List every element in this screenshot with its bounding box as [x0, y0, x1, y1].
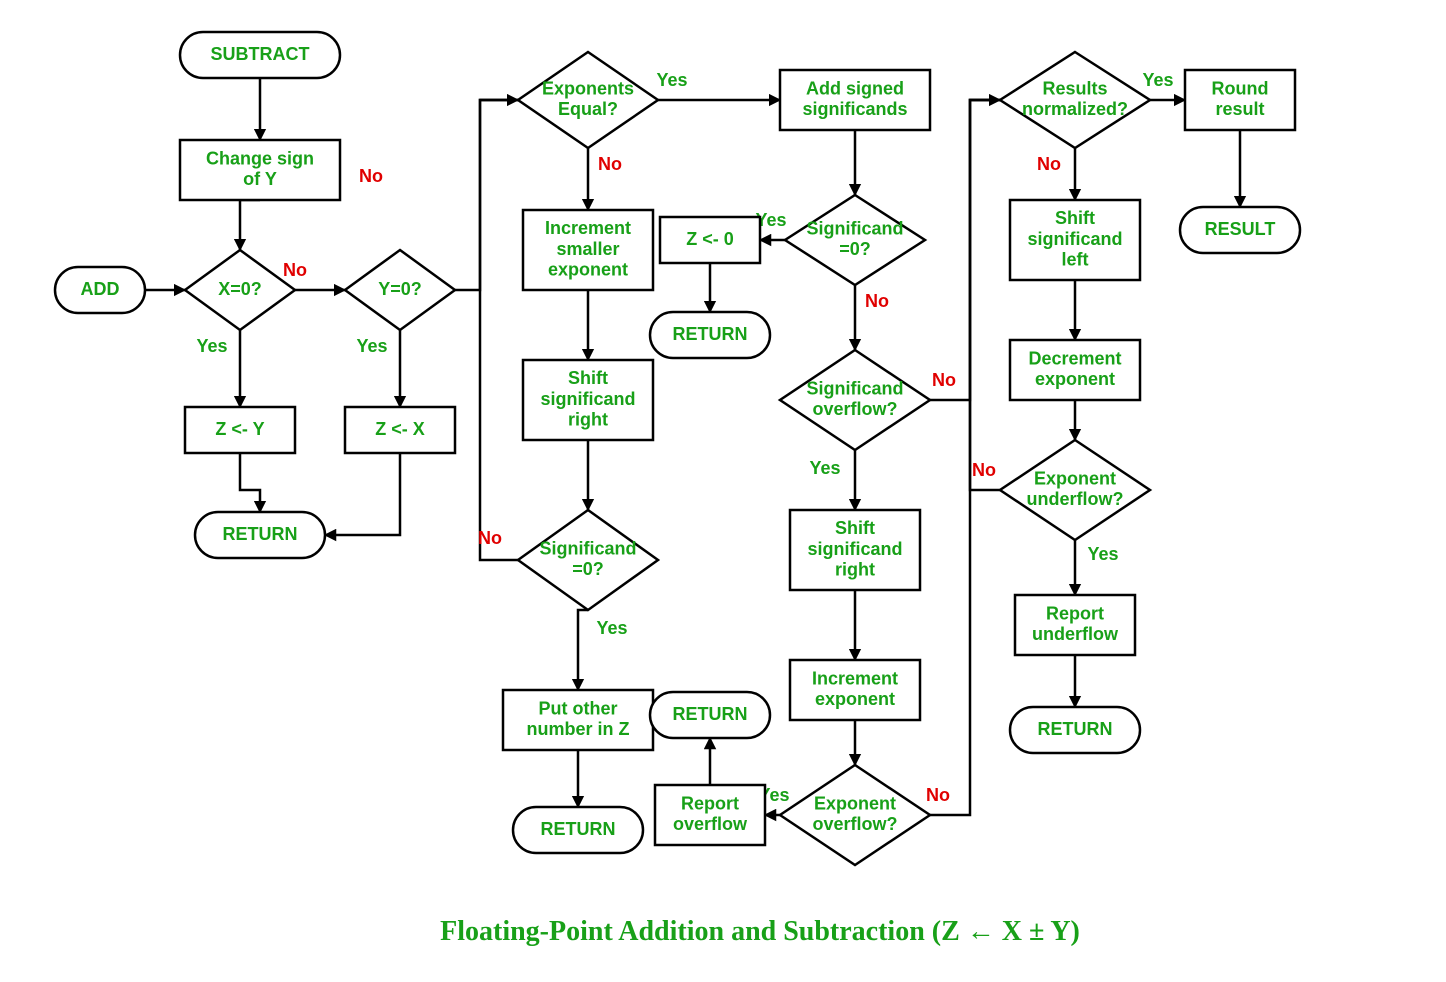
node-label: underflow?	[1027, 489, 1124, 509]
edge-label: No	[972, 460, 996, 480]
node-subtract: SUBTRACT	[180, 32, 340, 78]
edge-label: Yes	[656, 70, 687, 90]
node-label: Round	[1212, 78, 1269, 98]
node-label: RETURN	[673, 704, 748, 724]
edge-label: No	[1037, 154, 1061, 174]
node-label: underflow	[1032, 624, 1119, 644]
node-label: Z <- 0	[686, 229, 734, 249]
node-putOtherInZ: Put othernumber in Z	[503, 690, 653, 750]
node-shiftRight1: Shiftsignificandright	[523, 360, 653, 440]
node-label: Shift	[1055, 208, 1095, 228]
node-result: RESULT	[1180, 207, 1300, 253]
flowchart-canvas: NoYesYesNoYesNoNoYesYesNoYesNoYesNoYesNo…	[0, 0, 1446, 982]
edge-label: Yes	[356, 336, 387, 356]
node-label: exponent	[815, 689, 895, 709]
node-label: overflow?	[812, 814, 897, 834]
node-label: Shift	[568, 368, 608, 388]
node-label: Equal?	[558, 99, 618, 119]
node-label: RETURN	[223, 524, 298, 544]
node-label: ADD	[81, 279, 120, 299]
node-label: Report	[1046, 603, 1104, 623]
node-zGetsY: Z <- Y	[185, 407, 295, 453]
edge-label: No	[283, 260, 307, 280]
node-zGets0: Z <- 0	[660, 217, 760, 263]
node-label: normalized?	[1022, 99, 1128, 119]
node-label: left	[1062, 249, 1089, 269]
edge-label: No	[926, 785, 950, 805]
node-label: significand	[1027, 229, 1122, 249]
node-return5: RETURN	[1010, 707, 1140, 753]
node-zGetsX: Z <- X	[345, 407, 455, 453]
node-label: Y=0?	[378, 279, 422, 299]
edge-label: No	[478, 528, 502, 548]
edge-label: Yes	[1087, 544, 1118, 564]
node-label: RESULT	[1205, 219, 1276, 239]
node-label: significands	[802, 99, 907, 119]
edge-label: No	[865, 291, 889, 311]
node-label: Shift	[835, 518, 875, 538]
node-label: result	[1215, 99, 1264, 119]
node-reportOverflow: Reportoverflow	[655, 785, 765, 845]
node-label: of Y	[243, 169, 277, 189]
node-label: RETURN	[541, 819, 616, 839]
node-label: Exponent	[1034, 468, 1116, 488]
edge-label: Yes	[1142, 70, 1173, 90]
node-label: significand	[807, 539, 902, 559]
node-add: ADD	[55, 267, 145, 313]
edge-label: Yes	[196, 336, 227, 356]
node-label: Change sign	[206, 148, 314, 168]
node-label: Significand	[806, 218, 903, 238]
edge-label: No	[932, 370, 956, 390]
node-label: Exponents	[542, 78, 634, 98]
node-label: exponent	[1035, 369, 1115, 389]
node-return2: RETURN	[513, 807, 643, 853]
node-label: =0?	[572, 559, 604, 579]
node-label: Add signed	[806, 78, 904, 98]
node-label: Significand	[539, 538, 636, 558]
node-shiftRight2: Shiftsignificandright	[790, 510, 920, 590]
node-incSmallerExp: Incrementsmallerexponent	[523, 210, 653, 290]
node-label: Exponent	[814, 793, 896, 813]
node-label: RETURN	[673, 324, 748, 344]
node-label: smaller	[556, 239, 619, 259]
node-roundResult: Roundresult	[1185, 70, 1295, 130]
node-label: overflow	[673, 814, 748, 834]
edge-label: No	[359, 166, 383, 186]
node-decExp: Decrementexponent	[1010, 340, 1140, 400]
node-label: right	[568, 409, 608, 429]
node-reportUnderflow: Reportunderflow	[1015, 595, 1135, 655]
edge-label: Yes	[596, 618, 627, 638]
node-incExp: Incrementexponent	[790, 660, 920, 720]
node-label: RETURN	[1038, 719, 1113, 739]
node-shiftLeft: Shiftsignificandleft	[1010, 200, 1140, 280]
node-return4: RETURN	[650, 692, 770, 738]
node-label: number in Z	[527, 719, 630, 739]
node-label: =0?	[839, 239, 871, 259]
node-label: SUBTRACT	[211, 44, 310, 64]
node-label: significand	[540, 389, 635, 409]
node-label: Put other	[539, 698, 618, 718]
node-label: exponent	[548, 259, 628, 279]
node-label: Significand	[806, 378, 903, 398]
node-return1: RETURN	[195, 512, 325, 558]
node-changeSignY: Change signof Y	[180, 140, 340, 200]
node-addSignedSig: Add signedsignificands	[780, 70, 930, 130]
node-label: Z <- X	[375, 419, 425, 439]
node-label: overflow?	[812, 399, 897, 419]
node-label: Decrement	[1028, 348, 1121, 368]
edge-label: No	[598, 154, 622, 174]
node-return3: RETURN	[650, 312, 770, 358]
edge-label: Yes	[809, 458, 840, 478]
node-label: Z <- Y	[215, 419, 264, 439]
node-label: Increment	[812, 668, 898, 688]
node-label: X=0?	[218, 279, 262, 299]
node-label: Increment	[545, 218, 631, 238]
diagram-title: Floating-Point Addition and Subtraction …	[440, 916, 1080, 947]
node-label: Report	[681, 793, 739, 813]
node-label: right	[835, 559, 875, 579]
node-label: Results	[1042, 78, 1107, 98]
